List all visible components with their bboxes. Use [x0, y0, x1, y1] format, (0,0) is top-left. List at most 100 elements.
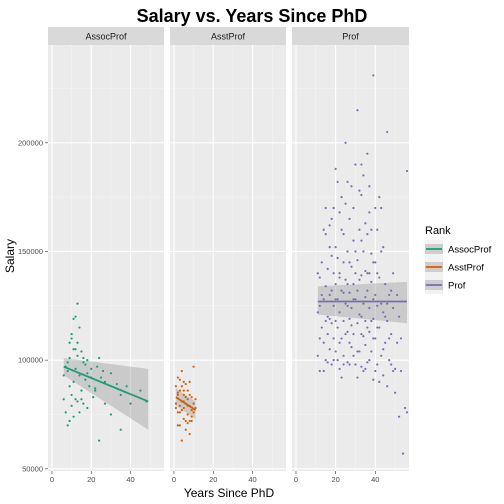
data-point: [70, 404, 73, 407]
data-point: [334, 319, 337, 323]
data-point: [186, 398, 189, 401]
data-point: [119, 428, 122, 431]
data-point: [119, 393, 122, 397]
data-point: [362, 335, 365, 338]
data-point: [76, 354, 79, 357]
data-point: [372, 337, 375, 340]
data-point: [342, 261, 345, 264]
data-point: [364, 319, 367, 323]
data-point: [348, 217, 351, 220]
data-point: [360, 274, 363, 277]
data-point: [338, 311, 341, 314]
data-point: [380, 250, 383, 253]
data-point: [176, 393, 179, 397]
data-point: [316, 354, 319, 357]
data-point: [86, 372, 89, 375]
data-point: [62, 374, 65, 377]
data-point: [352, 354, 355, 357]
data-point: [99, 376, 103, 379]
gridlines: [48, 45, 164, 471]
data-point: [72, 415, 75, 418]
data-point: [324, 319, 327, 323]
data-point: [70, 393, 73, 397]
data-point: [174, 406, 177, 410]
data-point: [82, 361, 85, 364]
data-point: [380, 354, 383, 357]
data-point: [180, 409, 183, 412]
data-point: [401, 452, 405, 455]
data-point: [366, 326, 369, 329]
data-point: [386, 385, 389, 388]
data-point: [399, 337, 403, 340]
data-point: [390, 363, 393, 366]
data-point: [68, 419, 71, 423]
data-point: [366, 152, 369, 155]
data-point: [109, 413, 113, 416]
data-point: [376, 326, 379, 329]
data-point: [370, 228, 373, 231]
data-point: [192, 402, 195, 405]
data-point: [392, 272, 395, 275]
x-tick-label: 20: [209, 475, 217, 484]
data-point: [360, 193, 363, 197]
data-point: [360, 239, 363, 242]
data-point: [320, 293, 323, 297]
data-point: [188, 432, 191, 436]
legend-item-assocprof: AssocProf: [425, 240, 492, 258]
data-point: [366, 361, 369, 364]
data-point: [318, 337, 321, 340]
data-point: [330, 322, 333, 325]
facet-strip: [48, 27, 164, 45]
data-point: [184, 419, 187, 423]
data-point: [352, 332, 355, 336]
data-point: [62, 398, 65, 401]
data-point: [178, 378, 181, 381]
data-point: [330, 254, 333, 257]
data-point: [334, 246, 337, 249]
data-point: [316, 272, 319, 275]
data-point: [346, 282, 349, 286]
panel-background: [170, 45, 286, 471]
data-point: [98, 439, 101, 442]
data-point: [378, 196, 381, 199]
data-point: [344, 302, 347, 305]
data-point: [380, 302, 383, 305]
data-point: [324, 232, 327, 236]
data-point: [399, 369, 403, 373]
facet-strip-label: AsstProf: [211, 32, 246, 42]
data-point: [328, 348, 331, 351]
data-point: [182, 380, 185, 383]
data-point: [178, 424, 181, 427]
data-point: [374, 369, 377, 373]
data-point: [336, 359, 339, 362]
facet-strip: [292, 27, 409, 45]
data-point: [184, 382, 187, 386]
data-point: [354, 272, 357, 275]
data-point: [352, 282, 355, 286]
data-point: [376, 228, 379, 231]
data-point: [374, 261, 377, 264]
data-point: [328, 293, 331, 297]
data-point: [378, 326, 381, 329]
data-point: [332, 304, 335, 307]
data-point: [188, 419, 191, 423]
data-point: [318, 369, 321, 373]
data-point: [176, 391, 179, 394]
data-point: [354, 250, 357, 253]
data-point: [397, 315, 401, 318]
data-point: [320, 326, 323, 329]
data-point: [88, 385, 91, 388]
data-point: [336, 298, 339, 301]
facet-panel-assocprof: AssocProf: [48, 27, 164, 471]
data-point: [66, 361, 69, 364]
data-point: [350, 185, 353, 188]
data-point: [356, 289, 359, 292]
gridlines: [170, 45, 286, 471]
data-point: [74, 315, 77, 318]
data-point: [354, 163, 357, 166]
data-point: [360, 332, 363, 336]
data-point: [68, 385, 71, 388]
data-point: [356, 109, 359, 112]
data-point: [318, 276, 321, 279]
